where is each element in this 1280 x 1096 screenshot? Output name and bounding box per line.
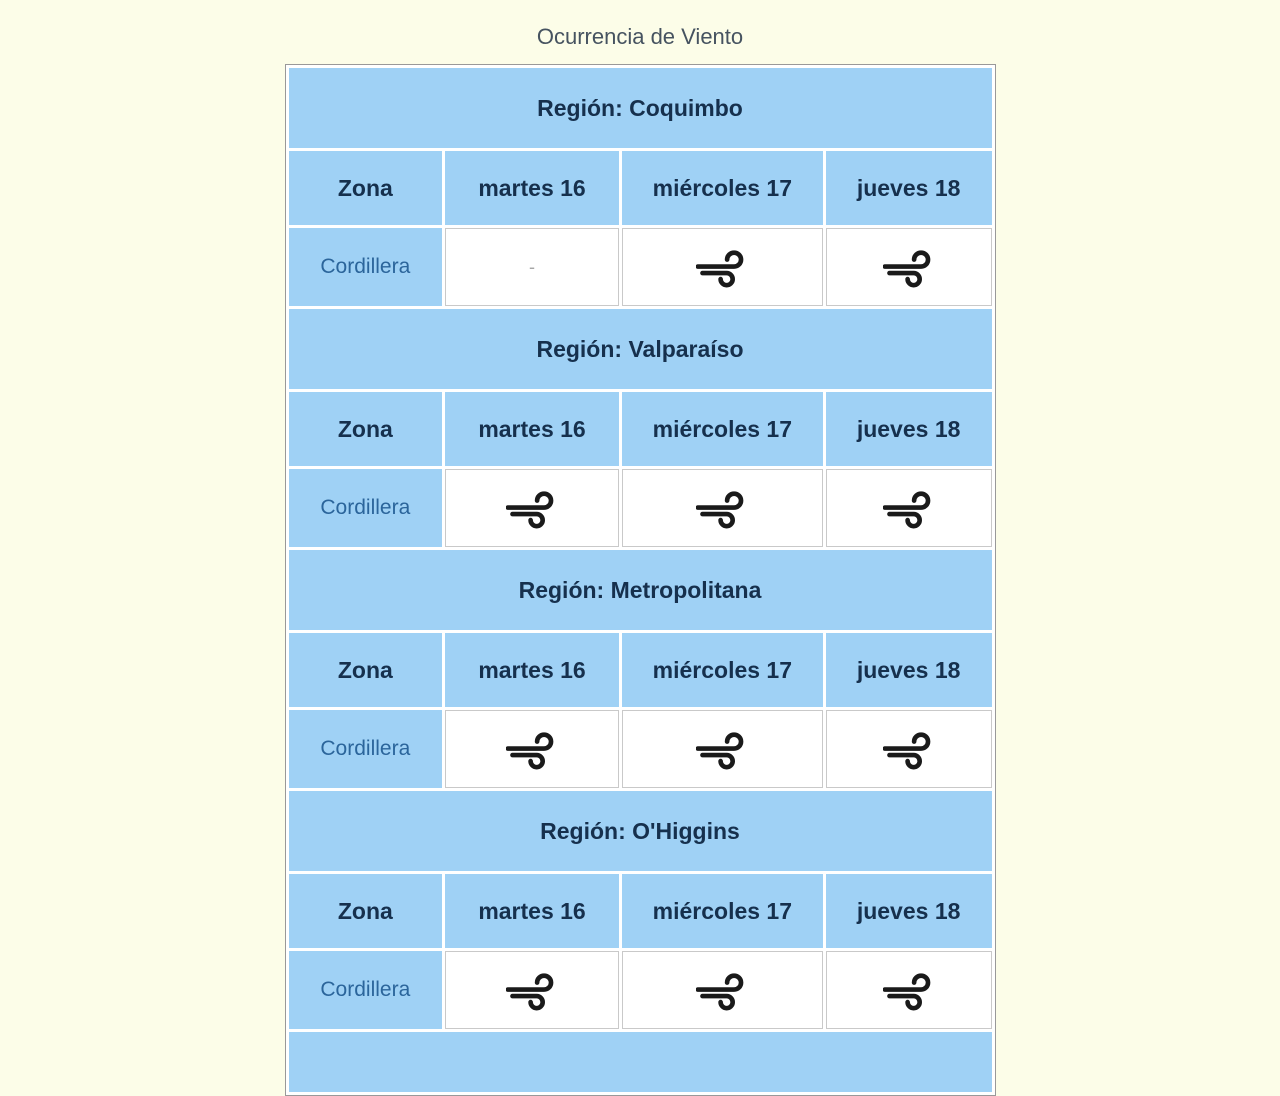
zone-column-header: Zona bbox=[288, 874, 443, 948]
wind-icon bbox=[696, 972, 744, 1010]
column-headers-row: Zona martes 16 miércoles 17 jueves 18 bbox=[288, 392, 992, 466]
region-title-row: Región: Coquimbo bbox=[288, 68, 992, 148]
wind-icon bbox=[696, 731, 744, 769]
zone-label: Cordillera bbox=[288, 469, 443, 547]
wind-cell bbox=[825, 469, 992, 547]
day-column-header: miércoles 17 bbox=[621, 633, 823, 707]
day-column-header: jueves 18 bbox=[825, 874, 992, 948]
region-title-row: Región: O'Higgins bbox=[288, 791, 992, 871]
forecast-table-body: Región: Coquimbo Zona martes 16 miércoles 1… bbox=[288, 68, 992, 1092]
region-header: Región: Coquimbo bbox=[288, 68, 992, 148]
no-occurrence-dash: - bbox=[529, 256, 536, 277]
zone-data-row: Cordillera - bbox=[288, 228, 992, 306]
wind-icon bbox=[506, 490, 554, 528]
day-column-header: jueves 18 bbox=[825, 151, 992, 225]
day-column-header: miércoles 17 bbox=[621, 392, 823, 466]
region-header: Región: O'Higgins bbox=[288, 791, 992, 871]
wind-icon bbox=[506, 731, 554, 769]
wind-icon bbox=[882, 490, 930, 528]
zone-label: Cordillera bbox=[288, 951, 443, 1029]
wind-cell bbox=[445, 469, 619, 547]
column-headers-row: Zona martes 16 miércoles 17 jueves 18 bbox=[288, 874, 992, 948]
wind-cell bbox=[621, 951, 823, 1029]
column-headers-row: Zona martes 16 miércoles 17 jueves 18 bbox=[288, 151, 992, 225]
wind-icon bbox=[882, 731, 930, 769]
wind-icon bbox=[882, 972, 930, 1010]
wind-icon bbox=[506, 972, 554, 1010]
day-column-header: martes 16 bbox=[445, 874, 619, 948]
day-column-header: martes 16 bbox=[445, 151, 619, 225]
wind-cell bbox=[445, 710, 619, 788]
partial-region-title-row bbox=[288, 1032, 992, 1092]
zone-data-row: Cordillera bbox=[288, 469, 992, 547]
partial-region-header bbox=[288, 1032, 992, 1092]
zone-column-header: Zona bbox=[288, 392, 443, 466]
wind-cell bbox=[445, 951, 619, 1029]
wind-cell bbox=[621, 469, 823, 547]
zone-label: Cordillera bbox=[288, 228, 443, 306]
wind-cell bbox=[621, 710, 823, 788]
zone-label: Cordillera bbox=[288, 710, 443, 788]
day-column-header: jueves 18 bbox=[825, 633, 992, 707]
day-column-header: jueves 18 bbox=[825, 392, 992, 466]
column-headers-row: Zona martes 16 miércoles 17 jueves 18 bbox=[288, 633, 992, 707]
day-column-header: martes 16 bbox=[445, 633, 619, 707]
wind-cell bbox=[825, 710, 992, 788]
weather-page: { "page": { "title": "Ocurrencia de Vien… bbox=[0, 22, 1280, 1096]
page-title: Ocurrencia de Viento bbox=[536, 24, 744, 49]
wind-cell bbox=[825, 951, 992, 1029]
wind-icon bbox=[696, 249, 744, 287]
day-column-header: miércoles 17 bbox=[621, 874, 823, 948]
wind-cell bbox=[621, 228, 823, 306]
zone-column-header: Zona bbox=[288, 151, 443, 225]
day-column-header: martes 16 bbox=[445, 392, 619, 466]
wind-icon bbox=[696, 490, 744, 528]
zone-column-header: Zona bbox=[288, 633, 443, 707]
region-title-row: Región: Metropolitana bbox=[288, 550, 992, 630]
region-title-row: Región: Valparaíso bbox=[288, 309, 992, 389]
zone-data-row: Cordillera bbox=[288, 951, 992, 1029]
wind-cell bbox=[825, 228, 992, 306]
region-header: Región: Metropolitana bbox=[288, 550, 992, 630]
day-column-header: miércoles 17 bbox=[621, 151, 823, 225]
no-wind-cell: - bbox=[445, 228, 619, 306]
region-header: Región: Valparaíso bbox=[288, 309, 992, 389]
zone-data-row: Cordillera bbox=[288, 710, 992, 788]
wind-forecast-table: Región: Coquimbo Zona martes 16 miércoles 1… bbox=[284, 64, 996, 1096]
wind-icon bbox=[882, 249, 930, 287]
